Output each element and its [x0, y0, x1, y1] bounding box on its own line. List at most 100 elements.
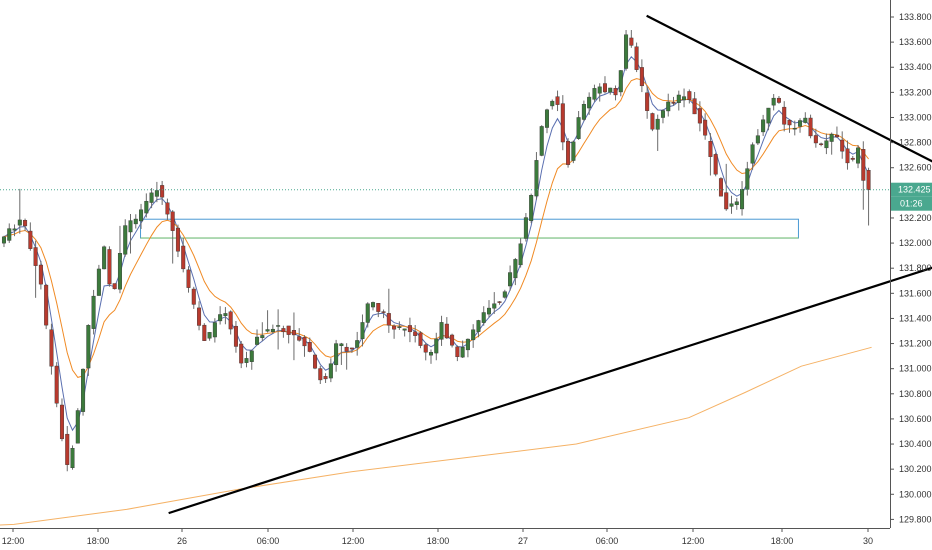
candle-body — [724, 192, 729, 210]
support-zone — [140, 218, 799, 239]
candle-body — [502, 291, 507, 298]
candle-body — [682, 96, 687, 101]
candle — [86, 324, 91, 376]
candle — [186, 266, 191, 293]
candle-body — [745, 168, 750, 190]
candle-body — [65, 433, 70, 465]
candle-body — [344, 346, 349, 352]
candle-body — [624, 34, 629, 69]
candle — [471, 324, 476, 348]
candle — [28, 222, 33, 251]
candle-body — [160, 185, 165, 198]
candle — [624, 29, 629, 71]
candle-body — [476, 320, 481, 332]
x-tick-label: 06:00 — [257, 536, 280, 546]
candle-body — [70, 448, 75, 469]
candle-body — [550, 100, 555, 107]
candle-body — [313, 354, 318, 369]
candle — [212, 318, 217, 343]
candle — [771, 94, 776, 111]
candle — [840, 131, 845, 159]
candle — [381, 309, 386, 319]
candle-body — [418, 332, 423, 346]
candle — [49, 323, 54, 375]
candle-body — [12, 228, 17, 231]
candle-body — [7, 228, 12, 241]
candle — [687, 89, 692, 104]
y-tick-label: 132.200 — [899, 213, 932, 223]
candle-body — [44, 284, 49, 326]
candle — [476, 319, 481, 338]
candle-body — [392, 325, 397, 330]
candle-body — [845, 148, 850, 164]
candle — [170, 210, 175, 264]
candle — [550, 99, 555, 110]
candle — [513, 257, 518, 286]
candle-body — [671, 102, 676, 104]
candle-body — [270, 328, 275, 333]
x-tick-label: 12:00 — [342, 536, 365, 546]
candle-body — [339, 343, 344, 347]
x-tick-label: 30 — [863, 536, 873, 546]
candle — [154, 181, 159, 203]
y-tick-label: 130.400 — [899, 439, 932, 449]
candle-body — [471, 329, 476, 341]
candle-body — [734, 201, 739, 205]
candle-body — [297, 336, 302, 341]
candle — [397, 321, 402, 330]
x-tick-label: 27 — [518, 536, 528, 546]
candle — [866, 167, 871, 226]
candle-body — [650, 113, 655, 130]
x-tick-label: 26 — [177, 536, 187, 546]
candle — [139, 203, 144, 229]
candle — [671, 96, 676, 106]
candle — [618, 70, 623, 97]
candle — [755, 129, 760, 145]
candle-body — [239, 343, 244, 364]
candle-body — [149, 192, 154, 203]
candle — [766, 107, 771, 131]
candle — [555, 90, 560, 112]
candle — [439, 315, 444, 346]
candle-body — [787, 119, 792, 126]
candle — [534, 152, 539, 200]
candle — [734, 197, 739, 210]
candle — [423, 342, 428, 361]
candle-body — [634, 46, 639, 70]
candle — [713, 152, 718, 177]
candle — [529, 193, 534, 224]
candle — [107, 246, 112, 287]
candle — [666, 93, 671, 117]
candle — [434, 332, 439, 361]
candle-body — [260, 335, 265, 339]
candle-body — [49, 329, 54, 367]
candle-body — [513, 259, 518, 279]
candle-body — [729, 203, 734, 207]
candle — [281, 325, 286, 338]
candle — [302, 335, 307, 357]
ma-fast-line — [3, 56, 870, 432]
candle — [160, 180, 165, 205]
candle — [676, 90, 681, 111]
candle — [481, 306, 486, 326]
candle — [697, 101, 702, 132]
candle-body — [544, 109, 549, 128]
candle-body — [508, 272, 513, 287]
candle-body — [144, 200, 149, 214]
candle-body — [676, 94, 681, 103]
candle — [486, 300, 491, 318]
candle-body — [291, 330, 296, 336]
candle-body — [59, 404, 64, 440]
y-tick-label: 133.600 — [899, 37, 932, 47]
candle — [729, 195, 734, 214]
candle — [761, 114, 766, 137]
candle-body — [460, 346, 465, 358]
candle — [407, 317, 412, 343]
candle — [808, 114, 813, 139]
candle-body — [360, 322, 365, 339]
y-tick-label: 130.800 — [899, 389, 932, 399]
candle — [650, 112, 655, 132]
candle — [750, 142, 755, 170]
